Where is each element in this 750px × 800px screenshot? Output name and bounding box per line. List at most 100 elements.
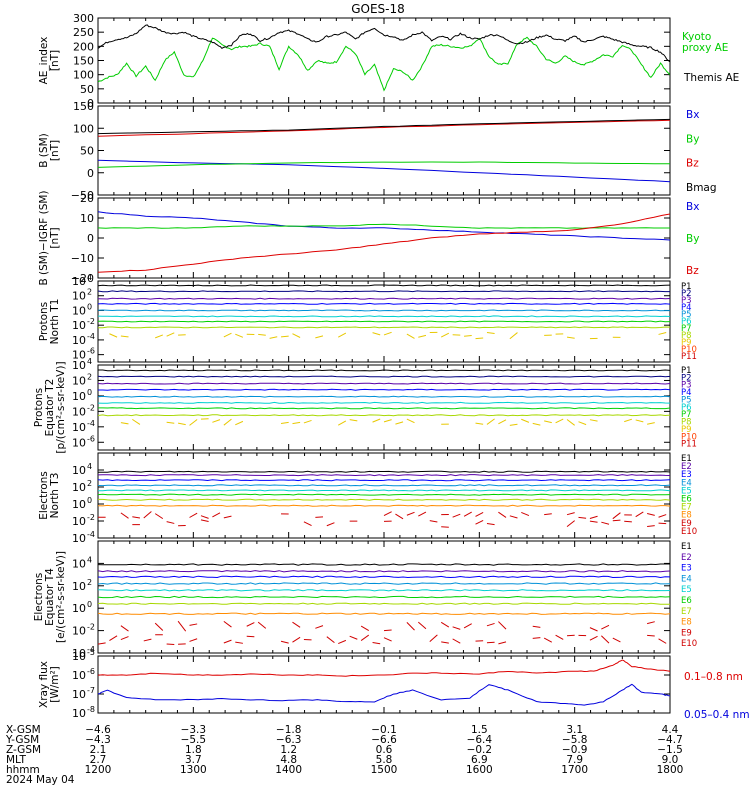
series-p9-segment	[109, 333, 118, 338]
y-tick-label: 20	[80, 192, 94, 205]
y-tick-label: 10	[72, 349, 86, 362]
series-e10-segment	[601, 635, 610, 644]
y-axis-label: [nT]	[49, 140, 61, 161]
series-e5-line	[98, 489, 670, 492]
legend-xray: 0.1–0.8 nm 0.05–0.4 nm	[684, 671, 750, 721]
series-p9-segment	[395, 421, 404, 425]
x-tick-value: 3.1	[566, 724, 583, 736]
legend-e4: E4	[681, 478, 692, 488]
series-e9-segment	[566, 512, 575, 516]
panel-frame	[97, 655, 671, 714]
y-axis-label: [e/(cm²-s-sr-keV)]	[55, 551, 67, 643]
legend-e1: E1	[681, 454, 692, 464]
series-p1-line	[98, 369, 670, 372]
y-axis-label: B (SM)	[38, 133, 50, 167]
series-e9-segment	[669, 516, 670, 518]
x-tick-value: 1400	[275, 764, 302, 776]
series-p9-segment	[486, 332, 495, 334]
y-tick-label: 10	[72, 669, 86, 682]
legend-p5: P5	[681, 395, 692, 405]
y-tick-exponent: 4	[87, 273, 92, 282]
legend-e3: E3	[681, 470, 692, 480]
y-tick-label: 10	[72, 334, 86, 347]
series-p9-segment	[349, 419, 358, 422]
series-e9-segment	[452, 626, 461, 630]
series-e9-segment	[589, 515, 598, 519]
date-label: 2024 May 04	[6, 774, 75, 786]
series-e10-segment	[612, 637, 621, 643]
x-row-label: Y-GSM	[5, 734, 39, 746]
y-tick-exponent: -6	[87, 347, 95, 356]
series-layer	[98, 284, 670, 340]
legend-e4: E4	[681, 574, 692, 584]
series-e2-line	[98, 474, 670, 477]
legend-e7: E7	[681, 503, 692, 513]
x-row-label: Z-GSM	[6, 744, 41, 756]
y-tick-label: 10	[72, 647, 86, 660]
series-bx-line	[98, 211, 670, 241]
y-tick-exponent: -4	[87, 645, 95, 654]
series-p9-segment	[566, 336, 575, 339]
y-tick-exponent: 4	[87, 555, 92, 564]
series-p9-segment	[315, 335, 324, 339]
legend-e7: E7	[681, 607, 692, 617]
x-tick-value: −0.9	[562, 744, 588, 756]
series-e10-segment	[189, 638, 198, 642]
series-bz-line	[98, 213, 670, 273]
series-layer	[98, 470, 670, 528]
y-tick-exponent: -8	[87, 705, 95, 714]
series-p9-segment	[658, 331, 667, 335]
y-tick-exponent: 0	[87, 600, 92, 609]
series-p9-segment	[212, 419, 221, 423]
legend-e1: E1	[681, 542, 692, 552]
series-e10-segment	[98, 642, 106, 645]
series-e2-line	[98, 570, 670, 573]
x-tick-value: 1.8	[185, 744, 202, 756]
series-p9-segment	[509, 332, 518, 340]
series-layer	[98, 563, 670, 645]
legend-p6: P6	[681, 403, 692, 413]
series-e10-segment	[349, 635, 358, 640]
legend-p8: P8	[681, 418, 692, 428]
legend-xray-1: 0.05–0.4 nm	[684, 709, 750, 721]
series-e10-segment	[223, 639, 232, 644]
legend-e8: E8	[681, 511, 692, 521]
series-e9-segment	[154, 513, 164, 520]
series-p9-segment	[635, 419, 644, 423]
series-e10-segment	[624, 520, 632, 523]
series-e9-segment	[154, 622, 164, 631]
x-tick-value: 7.9	[566, 754, 583, 766]
legend-p5: P5	[681, 310, 692, 320]
series-p9-segment	[464, 335, 472, 337]
y-tick-label: 10	[72, 390, 86, 403]
series-p9-segment	[440, 332, 450, 338]
series-p9-segment	[475, 422, 484, 425]
x-tick-value: 1.5	[471, 724, 488, 736]
y-tick-label: 10	[72, 580, 86, 593]
x-row-label: hhmm	[6, 764, 40, 776]
y-tick-exponent: -4	[87, 419, 95, 428]
series-layer	[98, 24, 670, 92]
y-tick-label: 10	[72, 532, 86, 545]
x-row-label: X-GSM	[6, 724, 41, 736]
x-tick-value: −6.4	[467, 734, 493, 746]
series-e9-segment	[212, 512, 221, 518]
series-by-line	[98, 161, 670, 168]
legend-bx: Bx	[686, 109, 699, 121]
series-e9-segment	[395, 513, 404, 520]
series-e10-segment	[338, 639, 347, 645]
y-tick-exponent: -2	[87, 513, 95, 522]
series-p9-segment	[498, 419, 507, 425]
series-e10-segment	[429, 520, 438, 523]
series-e9-segment	[463, 623, 472, 629]
series-e9-segment	[418, 511, 427, 517]
series-bmag-line	[98, 118, 670, 135]
series-e4-line	[98, 484, 670, 487]
series-p5-line	[98, 395, 670, 398]
panel-frame	[97, 105, 671, 196]
series-e7-line	[98, 602, 670, 605]
